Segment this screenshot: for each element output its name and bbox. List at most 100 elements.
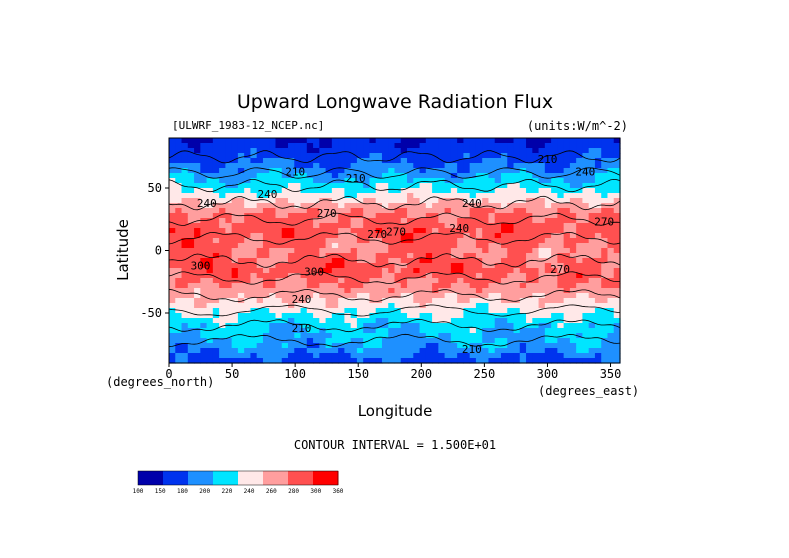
field-cell	[375, 178, 383, 184]
field-cell	[588, 203, 596, 209]
field-cell	[231, 153, 239, 159]
field-cell	[463, 203, 471, 209]
field-cell	[544, 143, 552, 149]
field-cell	[225, 323, 233, 329]
field-cell	[407, 218, 414, 224]
field-cell	[601, 223, 609, 229]
contour-line	[168, 271, 621, 285]
field-cell	[425, 238, 433, 244]
field-cell	[356, 238, 364, 244]
field-cell	[306, 288, 314, 294]
field-cell	[381, 288, 389, 294]
field-cell	[413, 238, 421, 244]
field-cell	[463, 333, 471, 339]
field-cell	[438, 263, 446, 269]
field-cell	[576, 148, 584, 154]
field-cell	[250, 318, 258, 324]
field-cell	[288, 148, 295, 154]
field-cell	[356, 283, 364, 289]
field-cell	[231, 308, 239, 314]
field-cell	[563, 163, 571, 169]
field-cell	[206, 198, 214, 204]
field-cell	[194, 213, 201, 219]
field-cell	[507, 258, 515, 264]
field-cell	[457, 153, 464, 159]
field-cell	[601, 303, 609, 309]
field-cell	[313, 333, 320, 339]
field-cell	[488, 348, 496, 354]
field-cell	[306, 183, 314, 189]
field-cell	[169, 323, 176, 329]
field-cell	[200, 303, 208, 309]
field-cell	[206, 358, 214, 364]
field-cell	[275, 273, 283, 279]
field-cell	[425, 273, 433, 279]
field-cell	[551, 293, 558, 299]
field-cell	[507, 268, 515, 274]
field-cell	[288, 143, 295, 149]
contour-line	[168, 167, 621, 179]
field-cell	[457, 338, 464, 344]
field-cell	[613, 333, 621, 339]
field-cell	[507, 293, 515, 299]
field-cell	[313, 318, 320, 324]
field-cell	[551, 253, 558, 259]
field-cell	[463, 218, 471, 224]
field-cell	[582, 303, 590, 309]
field-cell	[394, 178, 402, 184]
field-cell	[344, 288, 352, 294]
field-cell	[569, 293, 577, 299]
field-cell	[275, 143, 283, 149]
field-cell	[169, 318, 176, 324]
contour-label: 240	[575, 166, 595, 179]
field-cell	[294, 263, 302, 269]
field-cell	[400, 178, 408, 184]
field-cell	[244, 218, 252, 224]
contour-line	[168, 178, 621, 193]
field-cell	[507, 153, 515, 159]
field-cell	[187, 288, 195, 294]
field-cell	[350, 308, 358, 314]
field-cell	[212, 163, 220, 169]
field-cell	[375, 198, 383, 204]
field-cell	[576, 143, 584, 149]
field-cell	[175, 323, 183, 329]
field-cell	[400, 223, 408, 229]
field-cell	[313, 308, 320, 314]
field-cell	[212, 188, 220, 194]
field-cell	[375, 203, 383, 209]
field-cell	[400, 213, 408, 219]
field-cell	[388, 318, 396, 324]
field-cell	[388, 268, 396, 274]
field-cell	[219, 343, 226, 349]
field-cell	[225, 303, 233, 309]
field-cell	[582, 138, 590, 144]
field-cell	[250, 328, 258, 334]
field-cell	[532, 318, 540, 324]
field-cell	[294, 328, 302, 334]
field-cell	[526, 143, 533, 149]
field-cell	[457, 243, 464, 249]
field-cell	[400, 358, 408, 364]
field-cell	[175, 148, 183, 154]
field-cell	[350, 263, 358, 269]
field-cell	[407, 313, 414, 319]
field-cell	[432, 258, 439, 264]
field-cell	[538, 328, 546, 334]
field-cell	[281, 228, 289, 234]
field-cell	[526, 223, 533, 229]
field-cell	[300, 298, 308, 304]
field-cell	[432, 353, 439, 359]
field-cell	[300, 283, 308, 289]
field-cell	[538, 138, 546, 144]
field-cell	[281, 248, 289, 254]
field-cell	[187, 343, 195, 349]
field-cell	[544, 288, 552, 294]
field-cell	[288, 278, 295, 284]
field-cell	[582, 148, 590, 154]
field-cell	[576, 293, 584, 299]
field-cell	[432, 303, 439, 309]
field-cell	[607, 148, 615, 154]
field-cell	[482, 333, 490, 339]
field-cell	[356, 213, 364, 219]
